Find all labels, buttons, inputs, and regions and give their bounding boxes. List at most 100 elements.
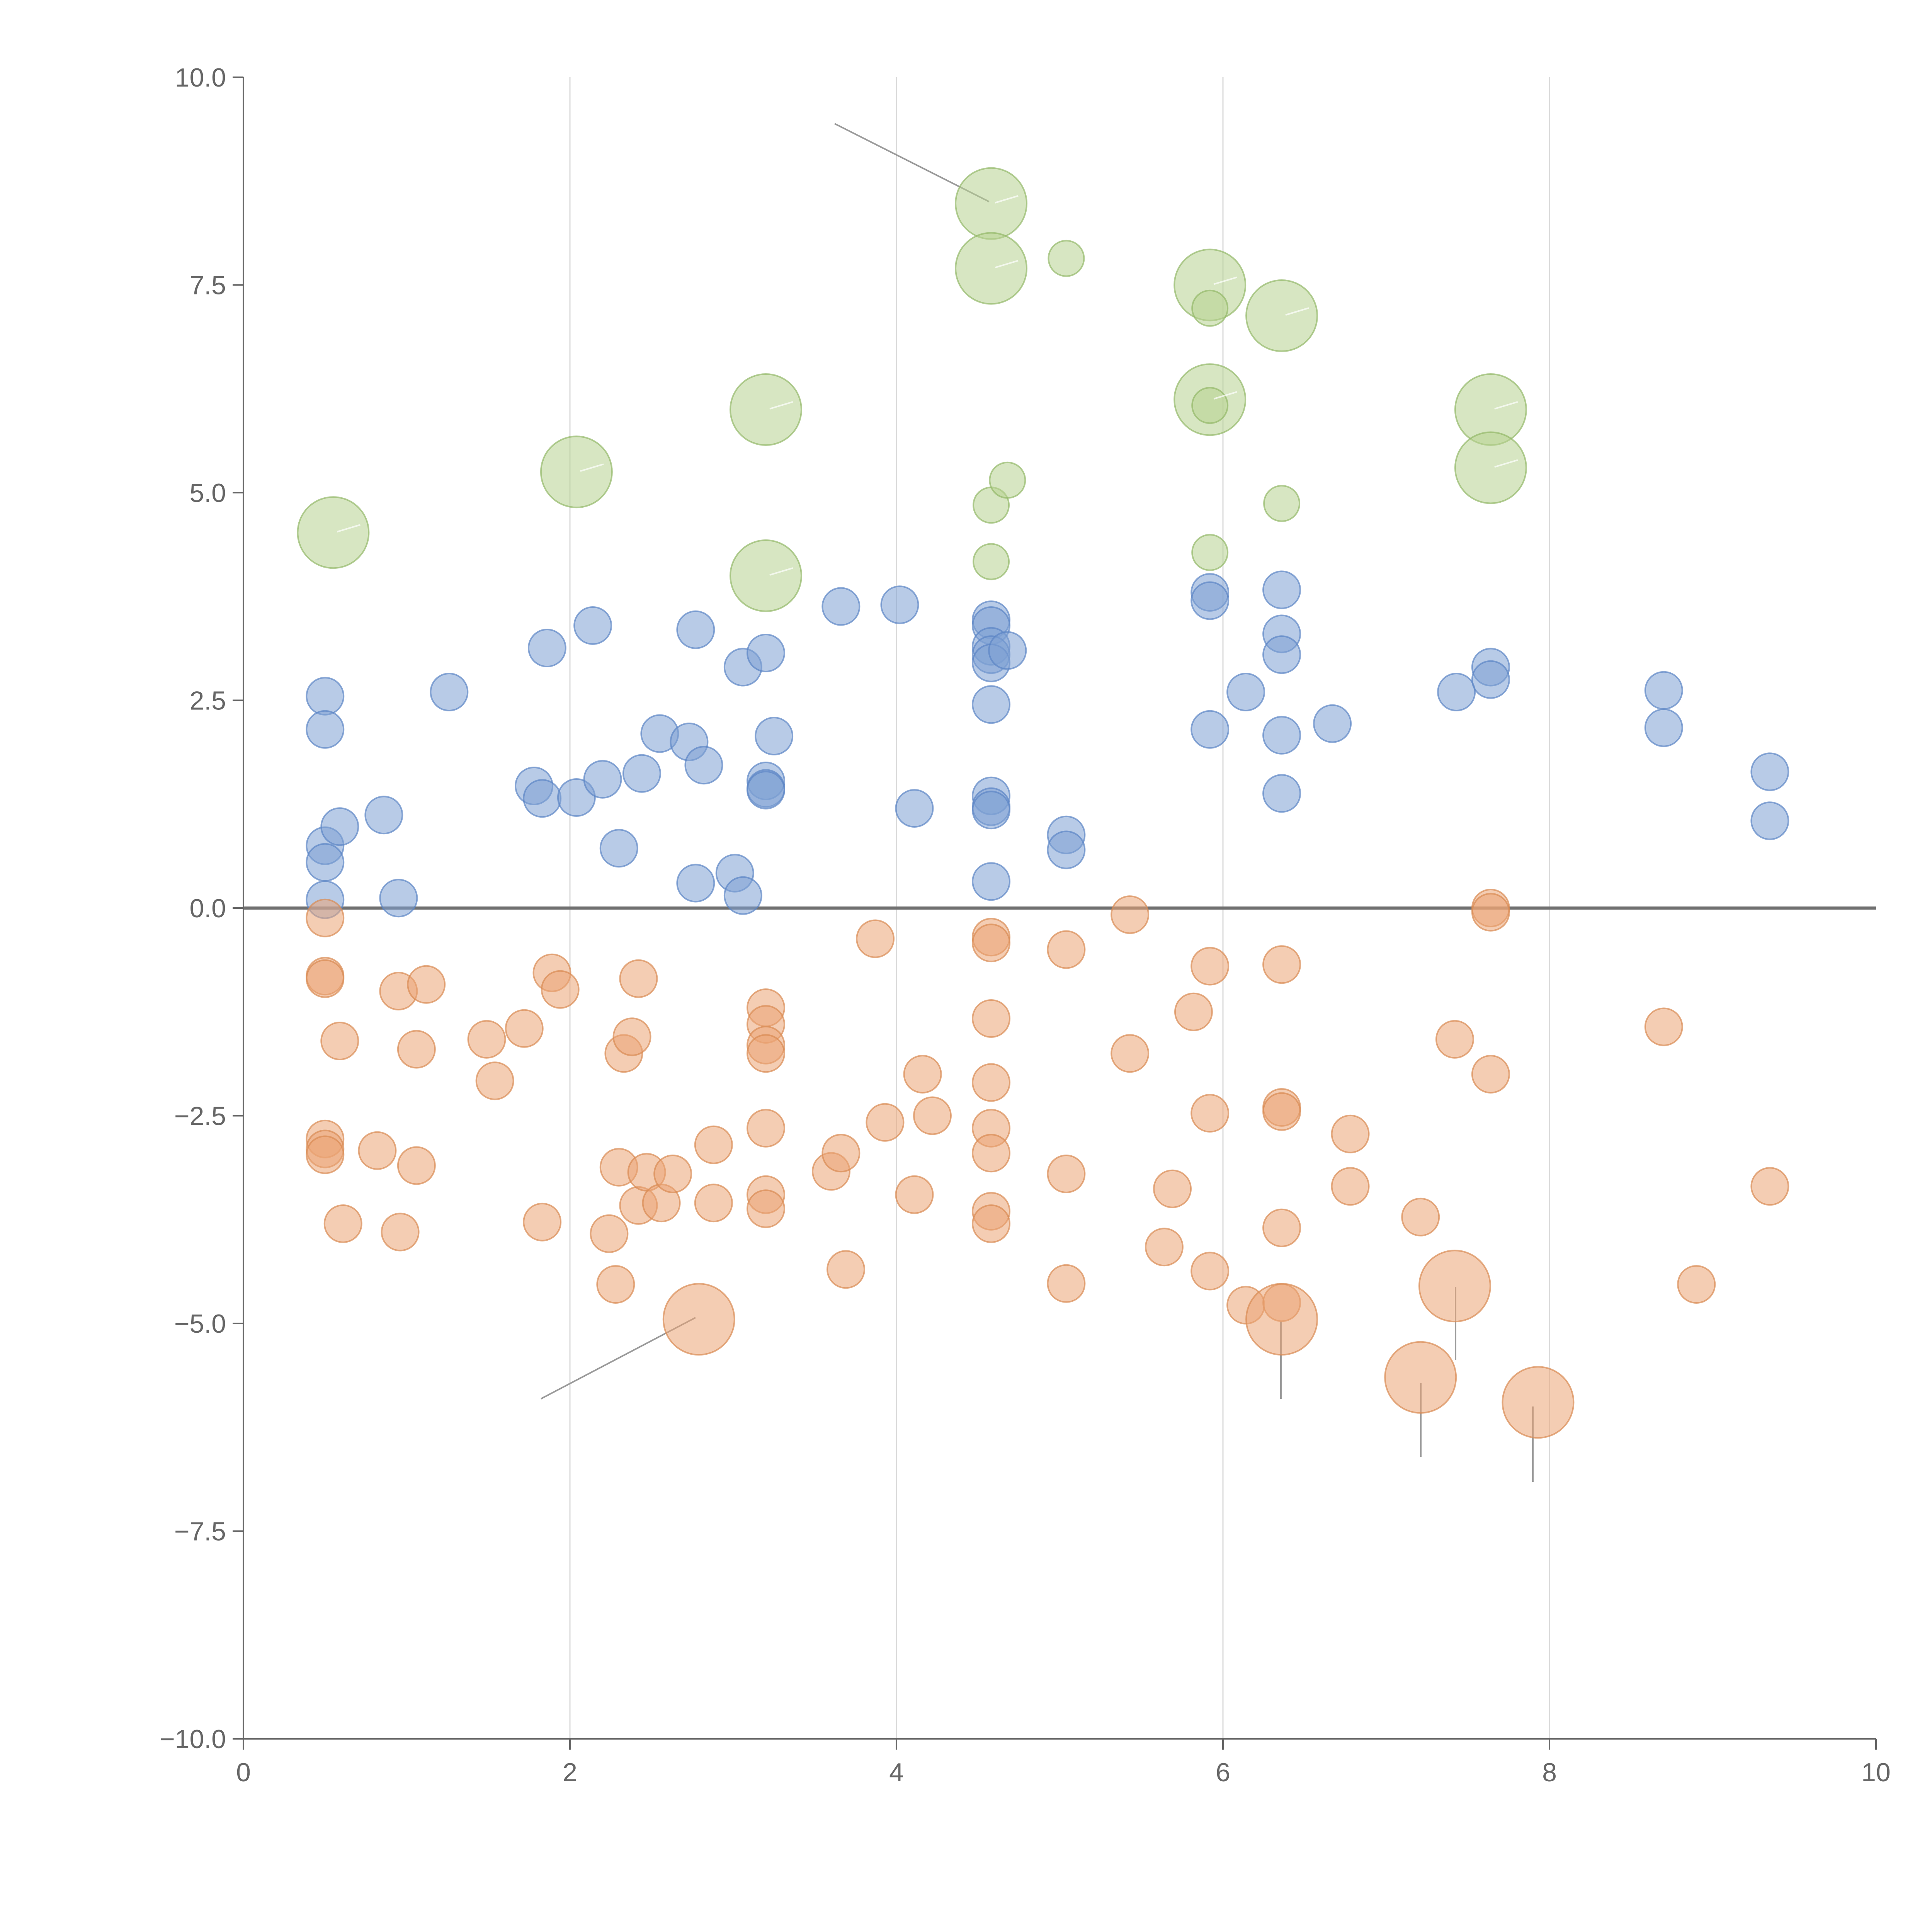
- green-bubble-leader-17: [1494, 401, 1518, 410]
- blue-bubble-60: [1644, 708, 1683, 747]
- blue-bubble-54: [1262, 774, 1301, 813]
- green-bubble-leader-2: [769, 401, 793, 410]
- green-bubble-18: [1454, 431, 1527, 504]
- green-bubble-leader-10: [1213, 276, 1237, 285]
- blue-bubble-11: [527, 629, 566, 668]
- orange-bubble-29: [653, 1155, 692, 1193]
- green-bubble-0: [297, 496, 370, 569]
- blue-bubble-48: [1190, 710, 1230, 749]
- green-bubble-16: [1263, 485, 1301, 522]
- blue-bubble-16: [622, 754, 661, 793]
- blue-bubble-7: [379, 879, 418, 918]
- blue-bubble-28: [747, 770, 785, 810]
- bubble-layer: [297, 167, 1789, 1439]
- orange-bubble-32: [694, 1184, 733, 1223]
- blue-bubble-32: [895, 789, 934, 828]
- blue-bubble-50: [1262, 570, 1301, 609]
- orange-bubble-59: [1111, 895, 1150, 934]
- orange-bubble-5: [306, 1135, 345, 1174]
- orange-bubble-14: [467, 1020, 506, 1059]
- blue-bubble-45: [1047, 830, 1086, 869]
- blue-bubble-58: [1471, 660, 1510, 699]
- green-bubble-8: [989, 461, 1026, 499]
- green-bubble-leader-18: [1494, 459, 1518, 468]
- blue-bubble-29: [755, 716, 794, 755]
- blue-bubble-10: [523, 779, 562, 818]
- orange-bubble-78: [1435, 1020, 1474, 1059]
- green-bubble-leader-4: [995, 195, 1019, 204]
- orange-bubble-2: [306, 959, 345, 998]
- blue-bubble-8: [430, 673, 469, 711]
- blue-bubble-15: [599, 829, 638, 868]
- orange-bubble-64: [1190, 947, 1230, 986]
- y-tick-label-0: 10.0: [175, 63, 226, 92]
- green-bubble-3: [730, 539, 802, 612]
- orange-bubble-56: [1047, 930, 1086, 969]
- orange-bubble-24: [612, 1017, 651, 1056]
- blue-bubble-43: [988, 631, 1027, 670]
- blue-bubble-20: [676, 610, 715, 649]
- y-tick-label-4: 0.0: [189, 894, 226, 923]
- orange-bubble-82: [1471, 1055, 1510, 1094]
- blue-bubble-42: [972, 862, 1011, 901]
- orange-bubble-84: [1644, 1007, 1683, 1046]
- blue-bubble-55: [1313, 704, 1352, 743]
- y-tick-label-5: −2.5: [174, 1102, 226, 1131]
- blue-bubble-41: [972, 791, 1011, 830]
- blue-bubble-59: [1644, 671, 1683, 710]
- orange-bubble-53: [972, 1134, 1011, 1173]
- inner-leader-lines: [337, 195, 1518, 576]
- orange-bubble-75: [1331, 1167, 1370, 1206]
- blue-bubble-13: [573, 606, 612, 645]
- green-bubble-leader-12: [1213, 391, 1237, 400]
- orange-bubble-30: [662, 1283, 735, 1356]
- orange-bubble-11: [397, 1030, 436, 1069]
- orange-bubble-77: [1384, 1341, 1457, 1414]
- orange-bubble-12: [397, 1146, 436, 1185]
- blue-bubble-3: [306, 843, 345, 882]
- green-bubble-leader-15: [1285, 307, 1309, 316]
- green-bubble-leader-0: [337, 524, 361, 533]
- green-bubble-leader-3: [769, 567, 793, 576]
- orange-bubble-17: [523, 1202, 562, 1242]
- blue-bubble-52: [1262, 635, 1301, 674]
- blue-bubble-6: [364, 796, 403, 835]
- x-tick-label-4: 8: [1542, 1758, 1557, 1787]
- green-bubble-1: [540, 435, 613, 509]
- green-bubble-leader-1: [580, 463, 604, 472]
- orange-bubble-31: [694, 1125, 733, 1164]
- orange-bubble-74: [1331, 1114, 1370, 1153]
- orange-bubble-66: [1190, 1252, 1230, 1291]
- blue-bubble-47: [1190, 581, 1230, 620]
- y-tick-label-1: 7.5: [189, 271, 226, 300]
- green-bubble-leader-5: [995, 260, 1019, 269]
- green-bubble-11: [1191, 289, 1229, 327]
- x-tick-label-0: 0: [236, 1758, 251, 1787]
- green-bubble-4: [955, 167, 1028, 240]
- blue-bubble-0: [306, 677, 345, 716]
- green-bubble-9: [1048, 240, 1085, 277]
- orange-bubble-42: [827, 1250, 866, 1289]
- orange-bubble-61: [1145, 1228, 1184, 1267]
- orange-bubble-79: [1418, 1250, 1491, 1323]
- blue-bubble-61: [1750, 752, 1789, 791]
- orange-bubble-85: [1677, 1265, 1716, 1304]
- orange-bubble-36: [747, 1034, 785, 1073]
- orange-bubble-43: [856, 919, 895, 958]
- orange-bubble-19: [541, 970, 580, 1009]
- blue-bubble-19: [676, 864, 715, 903]
- x-tick-label-3: 6: [1216, 1758, 1230, 1787]
- blue-bubble-25: [747, 633, 785, 672]
- axes: 10.0 7.5 5.0 2.5 0.0 −2.5 −5.0 −7.5 −10.0 0 2 4 6 8 10: [160, 63, 1891, 1787]
- orange-bubble-83: [1502, 1366, 1575, 1439]
- orange-bubble-8: [358, 1131, 397, 1170]
- orange-bubble-58: [1047, 1264, 1086, 1303]
- orange-bubble-47: [913, 1096, 952, 1135]
- orange-bubble-50: [972, 999, 1011, 1038]
- y-tick-label-6: −5.0: [174, 1309, 226, 1338]
- orange-bubble-37: [747, 1109, 785, 1148]
- orange-bubble-0: [306, 898, 345, 937]
- blue-bubble-5: [320, 807, 359, 846]
- y-tick-label-3: 2.5: [189, 686, 226, 716]
